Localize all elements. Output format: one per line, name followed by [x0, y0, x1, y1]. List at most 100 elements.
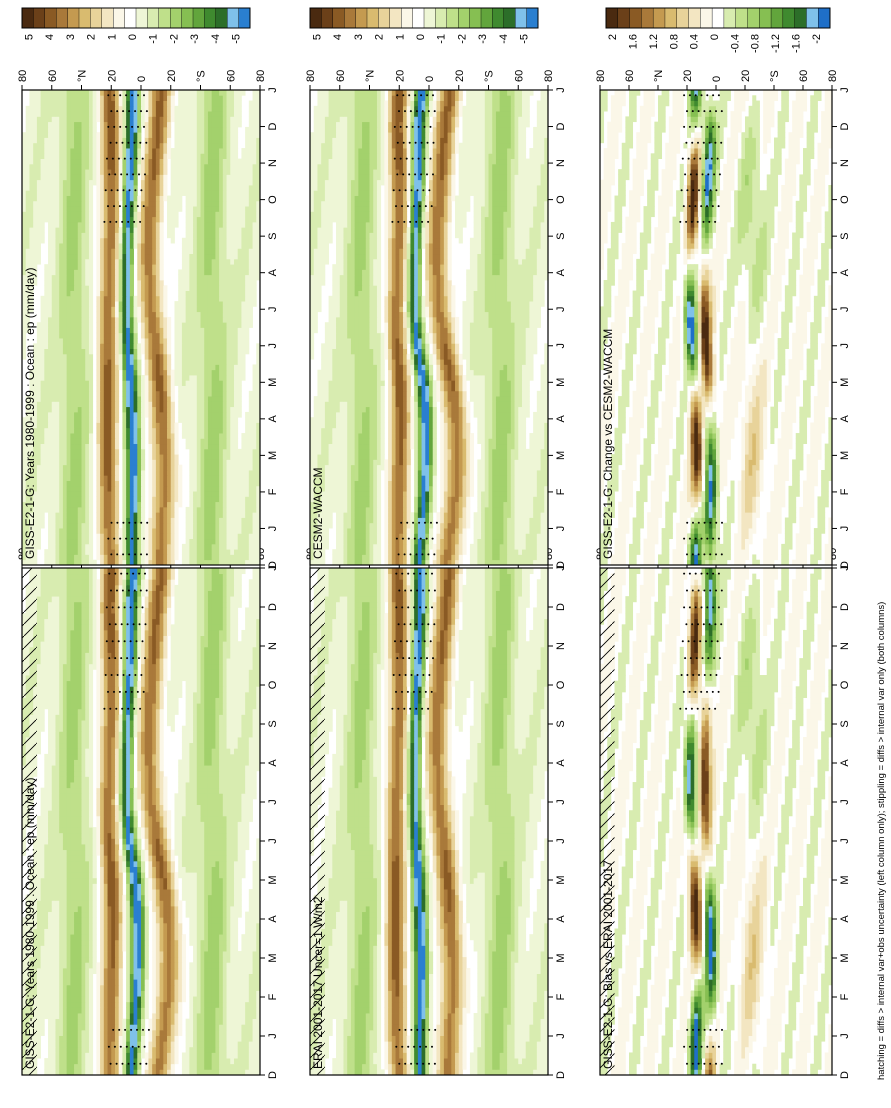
- panel-title: GISS-E2-1-G: Change vs CESM2-WACCM: [601, 329, 615, 559]
- lat-tick-label: °N: [77, 70, 89, 82]
- lat-tick-label: 20: [454, 70, 466, 82]
- month-tick-label: A: [555, 915, 567, 923]
- colorbar-swatch: [124, 7, 137, 29]
- panel-title: GISS-E2-1-G: Years 1980-1999 : Ocean : e…: [23, 778, 37, 1069]
- colorbar-label: 5: [311, 34, 323, 40]
- month-tick-label: J: [267, 799, 279, 805]
- colorbar-swatch: [664, 7, 678, 29]
- lat-tick-label: 20: [166, 70, 178, 82]
- colorbar-swatch: [735, 7, 748, 29]
- colorbar-label: -2: [457, 34, 469, 44]
- panel-title: GISS-E2-1-G: Bias vs ERAI 2001-2017: [601, 860, 615, 1069]
- colorbar-swatch: [378, 7, 391, 29]
- month-tick-label: N: [555, 159, 567, 167]
- colorbar-swatch: [78, 7, 91, 29]
- month-tick-label: J: [267, 565, 279, 571]
- panel-p4: 80 60 °N 20 0 20 °S 60 80DJFMAMJJASONDJCESM2-WAC…: [305, 70, 567, 569]
- lat-tick-label: °S: [196, 70, 208, 82]
- month-tick-label: D: [267, 561, 279, 569]
- colorbar-swatch: [147, 7, 160, 29]
- hatching-region: [22, 568, 37, 1075]
- month-tick-label: D: [555, 1071, 567, 1079]
- month-tick-label: O: [267, 680, 279, 689]
- colorbar-swatch: [309, 7, 322, 29]
- colorbar-swatch: [412, 7, 425, 29]
- colorbar-label: 2: [374, 34, 386, 40]
- lat-tick-label: 60: [225, 70, 237, 82]
- month-tick-label: D: [555, 603, 567, 611]
- colorbar-swatch: [158, 7, 171, 29]
- month-tick-label: F: [267, 488, 279, 495]
- panel-title: CESM2-WACCM: [311, 467, 325, 559]
- colorbar-label: 3: [65, 34, 77, 40]
- colorbar-swatch: [492, 7, 505, 29]
- month-tick-label: J: [839, 87, 851, 93]
- lat-tick-label: 80: [595, 70, 607, 82]
- colorbar-label: 4: [44, 34, 56, 40]
- month-tick-label: M: [267, 451, 279, 460]
- month-tick-label: M: [839, 378, 851, 387]
- month-tick-label: S: [555, 232, 567, 239]
- month-tick-label: M: [555, 875, 567, 884]
- lat-tick-label: 60: [624, 70, 636, 82]
- month-tick-label: J: [555, 1033, 567, 1039]
- month-tick-label: J: [555, 838, 567, 844]
- panel-p2: 80 60 °N 20 0 20 °S 60 80DJFMAMJJASONDJGISS-E2-1…: [17, 70, 279, 569]
- field-cells: [310, 568, 549, 1076]
- month-tick-label: M: [555, 953, 567, 962]
- colorbar-swatch: [503, 7, 516, 29]
- month-tick-label: J: [267, 838, 279, 844]
- colorbar-swatch: [641, 7, 654, 29]
- colorbar-label: 2: [607, 34, 619, 40]
- colorbar-label: -5: [519, 34, 531, 44]
- stippling-dots: [679, 94, 723, 556]
- hatching-region: [600, 568, 615, 1075]
- month-tick-label: O: [839, 680, 851, 689]
- month-tick-label: D: [839, 603, 851, 611]
- month-tick-label: F: [555, 993, 567, 1000]
- month-tick-label: J: [839, 1033, 851, 1039]
- colorbar-swatch: [321, 7, 334, 29]
- colorbar-swatch: [215, 7, 228, 29]
- colorbar-swatch: [458, 7, 471, 29]
- month-tick-label: A: [267, 759, 279, 767]
- panel-title: ERAI 2001-2017 Uncer=1 W/m2: [311, 896, 325, 1069]
- month-tick-label: J: [555, 343, 567, 349]
- lat-tick-label: 0: [136, 76, 148, 82]
- lat-tick-label: 60: [513, 70, 525, 82]
- colorbar-swatch: [423, 7, 436, 29]
- colorbar-label: -4: [210, 34, 222, 44]
- hatching-region: [310, 568, 325, 1075]
- month-tick-label: D: [267, 123, 279, 131]
- lat-tick-label: 80: [305, 70, 317, 82]
- month-tick-label: J: [839, 799, 851, 805]
- lat-tick-label: 80: [543, 70, 555, 82]
- colorbar-diff-right: 2 1.6 1.2 0.8 0.4 0 -0.4 -0.8 -1.2 -1.6 -2: [605, 7, 831, 53]
- colorbar-precip-left: 5 4 3 2 1 0 -1 -2 -3 -4 -5: [21, 7, 251, 44]
- colorbar-label: -5: [231, 34, 243, 44]
- month-tick-label: M: [839, 451, 851, 460]
- field-cells: [22, 568, 261, 1076]
- colorbar-swatch: [469, 7, 482, 29]
- colorbar-label: -1.6: [791, 34, 803, 53]
- month-tick-label: D: [839, 123, 851, 131]
- colorbar-label: 1: [394, 34, 406, 40]
- colorbar-label: 3: [353, 34, 365, 40]
- month-tick-label: M: [555, 451, 567, 460]
- lat-tick-label: °N: [365, 70, 377, 82]
- colorbar-swatch: [605, 7, 619, 29]
- lat-tick-label: 0: [711, 76, 723, 82]
- colorbar-swatch: [688, 7, 701, 29]
- colorbar-swatch: [44, 7, 57, 29]
- colorbar-label: -2: [811, 34, 823, 44]
- colorbar-swatch: [90, 7, 103, 29]
- month-tick-label: D: [267, 603, 279, 611]
- colorbar-swatch: [711, 7, 725, 29]
- month-tick-label: J: [267, 526, 279, 532]
- panel-p6: 80 60 °N 20 0 20 °S 60 80DJFMAMJJASONDJGISS-E2-1…: [595, 70, 851, 569]
- lat-tick-label: 20: [106, 70, 118, 82]
- colorbar-swatch: [355, 7, 368, 29]
- stippling-dots: [679, 572, 723, 1065]
